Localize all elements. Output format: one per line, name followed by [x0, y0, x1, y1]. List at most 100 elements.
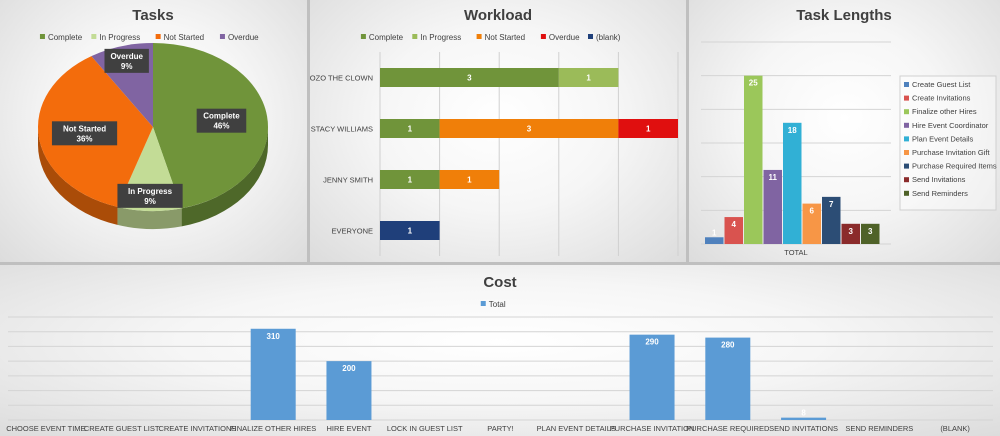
- data-label-text: Not Started: [63, 124, 106, 133]
- legend-entry-label: Not Started: [485, 33, 525, 42]
- data-label-text: 46%: [213, 122, 229, 131]
- chart-title: Task Lengths: [796, 7, 892, 24]
- legend-swatch: [904, 109, 909, 115]
- bar-segment: [618, 119, 678, 138]
- chart-title: Workload: [464, 7, 532, 24]
- pie-side-in-progress: [117, 206, 182, 229]
- legend-entry-swatch: [480, 301, 486, 306]
- category-label: CHOOSE EVENT TIME: [6, 424, 85, 433]
- bar: [724, 217, 743, 244]
- bar-segment: [380, 221, 440, 240]
- category-label: JENNY SMITH: [323, 176, 373, 185]
- chart-title: Tasks: [132, 7, 173, 24]
- legend-entry-swatch: [476, 34, 482, 39]
- legend-label: Create Guest List: [912, 80, 971, 89]
- bar-segment: [380, 170, 440, 189]
- legend-entry-swatch: [360, 34, 366, 39]
- category-label: PLAN EVENT DETAILS: [537, 424, 616, 433]
- data-label: 200: [342, 364, 356, 373]
- legend-label: Purchase Required Items: [912, 162, 997, 171]
- data-label: 6: [810, 207, 815, 216]
- bar-segment: [439, 170, 500, 189]
- legend-swatch: [904, 163, 909, 169]
- data-label-box: [104, 48, 149, 73]
- legend-label: Purchase Invitation Gift: [912, 148, 990, 157]
- category-label: CREATE INVITATIONS: [158, 424, 236, 433]
- legend-entry-label: Total: [489, 300, 506, 309]
- bar: [763, 169, 782, 244]
- category-label: EVERYONE: [331, 227, 373, 236]
- data-label: 1: [712, 228, 717, 237]
- task-lengths-bar-chart: Task Lengths 1 4 25 11 18 6 7 3 3 TOTAL Create Gues…: [701, 7, 997, 257]
- legend-entry-swatch: [412, 34, 418, 39]
- bar: [822, 196, 841, 244]
- bar-segment: [380, 68, 559, 87]
- bar: [802, 203, 821, 244]
- category-label: PURCHASE REQUIRED: [686, 424, 770, 433]
- data-label: 4: [732, 220, 737, 229]
- legend-entry-label: Complete: [369, 33, 404, 42]
- data-label: 1: [408, 125, 413, 134]
- data-label-box: [117, 183, 183, 208]
- data-label: 11: [769, 173, 778, 182]
- legend-box: [899, 75, 997, 211]
- workload-bar-chart: Workload Complete In Progress Not Started Ov…: [310, 7, 679, 256]
- data-label-text: Overdue: [110, 52, 143, 61]
- bar: [841, 223, 860, 244]
- legend-entry-label: Overdue: [228, 33, 259, 42]
- pie-side-not-started: [38, 127, 118, 225]
- bar: [250, 328, 296, 420]
- data-label: 3: [868, 227, 873, 236]
- cost-chart-panel: Cost Total CHOOSE EVENT TIME CREATE GUEST L…: [0, 265, 1000, 436]
- legend-entry-label: Overdue: [549, 33, 580, 42]
- legend: Create Guest List Create Invitations Final…: [899, 75, 997, 211]
- data-label: 290: [645, 338, 659, 347]
- legend-entry-swatch: [588, 34, 593, 39]
- legend-label: Plan Event Details: [912, 134, 974, 143]
- bar: [861, 223, 880, 244]
- legend-entry-swatch: [91, 34, 97, 39]
- data-label: 1: [646, 125, 651, 134]
- bar: [783, 122, 802, 244]
- data-label: 25: [749, 79, 758, 88]
- category-label: SEND INVITATIONS: [769, 424, 838, 433]
- legend-swatch: [904, 82, 909, 87]
- data-label-text: 9%: [121, 62, 133, 71]
- legend-swatch: [904, 190, 909, 196]
- legend-swatch: [904, 136, 909, 142]
- category-label: STACY WILLIAMS: [311, 125, 373, 134]
- task-lengths-chart-panel: Task Lengths 1 4 25 11 18 6 7 3 3 TOTAL Create Gues…: [689, 0, 1000, 262]
- legend-entry-label: Complete: [48, 33, 83, 42]
- bar: [705, 237, 724, 244]
- legend-label: Send Invitations: [912, 175, 966, 184]
- category-label: BOZO THE CLOWN: [310, 74, 373, 83]
- data-label: 1: [408, 227, 413, 236]
- category-label: PURCHASE INVITATION: [610, 424, 695, 433]
- bar: [744, 75, 763, 245]
- pie-side-complete: [181, 127, 268, 227]
- data-label-text: In Progress: [128, 187, 173, 196]
- legend-label: Finalize other Hires: [912, 107, 977, 116]
- bar: [781, 417, 827, 420]
- legend-label: Create Invitations: [912, 94, 971, 103]
- category-label: TOTAL: [784, 248, 807, 257]
- legend-label: Send Reminders: [912, 189, 968, 198]
- data-label-text: Complete: [203, 112, 240, 121]
- category-label: SEND REMINDERS: [845, 424, 913, 433]
- data-label: 310: [267, 332, 281, 341]
- data-label: 3: [467, 74, 472, 83]
- data-label: 1: [408, 176, 413, 185]
- category-label: FINALIZE OTHER HIRES: [230, 424, 316, 433]
- data-label: 3: [849, 227, 854, 236]
- data-label: 7: [829, 200, 834, 209]
- bar: [629, 334, 675, 420]
- legend-entry-label: In Progress: [99, 33, 140, 42]
- category-label: (BLANK): [940, 424, 970, 433]
- legend-swatch: [904, 150, 909, 155]
- legend-swatch: [904, 122, 909, 128]
- bar: [326, 361, 372, 420]
- legend-entry-label: In Progress: [420, 33, 461, 42]
